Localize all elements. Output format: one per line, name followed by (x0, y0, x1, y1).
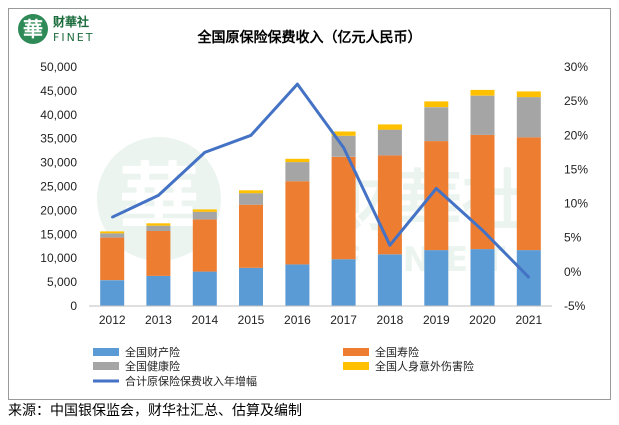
y-right-tick: 10% (564, 197, 588, 211)
y-left-tick: 20,000 (40, 203, 77, 217)
chart-svg: 華 财華社 FINET 0 5,000 10,000 15,000 20,000 25,0… (40, 60, 588, 388)
bar-0-2017 (331, 259, 356, 306)
x-tick: 2018 (377, 313, 404, 327)
logo-cn: 财華社 (52, 14, 89, 29)
y-left-tick: 15,000 (40, 227, 77, 241)
legend-swatch-0 (93, 348, 119, 356)
legend-label-2: 全国健康险 (125, 359, 180, 373)
bar-0-2020 (470, 249, 495, 306)
bar-1-2013 (146, 231, 171, 276)
x-tick: 2017 (330, 313, 357, 327)
x-tick: 2015 (238, 313, 265, 327)
logo-circle (18, 14, 48, 44)
finet-logo: 華 财華社 FINET (18, 14, 94, 44)
bar-3-2020 (470, 89, 495, 96)
bar-2-2020 (470, 95, 495, 135)
line-point-2014 (203, 151, 206, 154)
bar-0-2015 (239, 267, 263, 306)
y-right-tick: 20% (564, 128, 588, 142)
bar-2-2016 (285, 162, 310, 182)
bar-3-2017 (331, 131, 356, 136)
bar-2-2012 (100, 233, 125, 238)
bar-0-2014 (192, 271, 217, 306)
bar-2-2015 (239, 193, 263, 205)
bar-3-2014 (192, 209, 217, 212)
x-tick: 2021 (515, 313, 542, 327)
x-tick: 2020 (469, 313, 496, 327)
line-point-2018 (388, 244, 392, 247)
y-left-tick: 5,000 (47, 275, 77, 289)
bar-3-2018 (377, 124, 402, 130)
x-tick: 2019 (423, 313, 450, 327)
y-left-tick: 30,000 (40, 156, 77, 170)
logo-en: FINET (53, 31, 94, 44)
y-right-tick: 25% (564, 94, 588, 108)
bar-3-2015 (239, 190, 263, 194)
growth-line (111, 82, 530, 279)
y-right-tick: 5% (564, 231, 582, 245)
y-left-tick: 40,000 (40, 108, 77, 122)
bar-2-2021 (516, 97, 541, 138)
bar-3-2012 (100, 231, 125, 234)
line-point-2020 (481, 229, 484, 232)
bar-3-2016 (285, 158, 310, 163)
line-point-2015 (249, 134, 253, 137)
bar-3-2019 (424, 101, 449, 108)
line-point-2013 (157, 194, 160, 197)
bar-0-2018 (377, 254, 402, 306)
line-series-0 (111, 82, 530, 279)
y-right-tick: 30% (564, 60, 588, 74)
legend-swatch-2 (93, 362, 119, 370)
x-tick: 2016 (284, 313, 311, 327)
logo-glyph: 華 (23, 17, 43, 41)
chart-title: 全国原保险保费收入（亿元人民币） (197, 30, 422, 46)
y-right-tick: 15% (564, 162, 588, 176)
line-point-2017 (342, 146, 345, 149)
bar-2-2014 (192, 211, 217, 220)
bar-2-2018 (377, 129, 402, 156)
legend-label-1: 全国寿险 (375, 345, 419, 359)
bar-1-2015 (239, 204, 263, 268)
x-tick: 2013 (145, 313, 172, 327)
y-right-tick: -5% (564, 299, 586, 313)
bar-0-2013 (146, 275, 171, 306)
bar-3-2021 (516, 91, 541, 98)
bar-0-2012 (100, 280, 125, 306)
line-point-2021 (527, 276, 530, 279)
y-right-tick: 0% (564, 265, 582, 279)
bar-1-2014 (192, 219, 217, 272)
line-point-2012 (111, 216, 114, 219)
bar-2-2019 (424, 107, 449, 142)
bar-1-2018 (377, 155, 402, 255)
y-left-tick: 45,000 (40, 84, 77, 98)
legend-label-3: 全国人身意外伤害险 (375, 359, 474, 373)
x-tick: 2012 (99, 313, 126, 327)
y-left-tick: 50,000 (40, 60, 77, 74)
y-left-tick: 0 (70, 299, 77, 313)
bar-1-2016 (285, 181, 310, 265)
line-point-2016 (296, 82, 299, 86)
legend-swatch-3 (343, 362, 369, 370)
x-tick: 2014 (191, 313, 218, 327)
y-left-tick: 25,000 (40, 180, 77, 194)
axes: 0 5,000 10,000 15,000 20,000 25,000 30,000 35,0… (40, 60, 588, 327)
bar-2-2013 (146, 225, 171, 231)
bar-3-2013 (146, 223, 171, 226)
legend-line-label-0: 合计原保险保费收入年增幅 (125, 374, 257, 388)
bar-1-2021 (516, 137, 541, 251)
legend-swatch-1 (343, 348, 369, 356)
bar-1-2017 (331, 156, 356, 260)
legend-label-0: 全国财产险 (125, 345, 180, 359)
source-note: 来源：中国银保监会，财华社汇总、估算及编制 (8, 403, 302, 419)
bar-0-2016 (285, 264, 310, 306)
bar-1-2012 (100, 237, 125, 281)
y-left-tick: 10,000 (40, 251, 77, 265)
bar-0-2019 (424, 250, 449, 306)
y-left-tick: 35,000 (40, 132, 77, 146)
chart-frame: 華 财華社 FINET 全国原保险保费收入（亿元人民币） 華 财華社 FINET… (8, 8, 611, 400)
line-point-2019 (435, 187, 438, 190)
watermark: 華 财華社 FINET (97, 137, 528, 280)
